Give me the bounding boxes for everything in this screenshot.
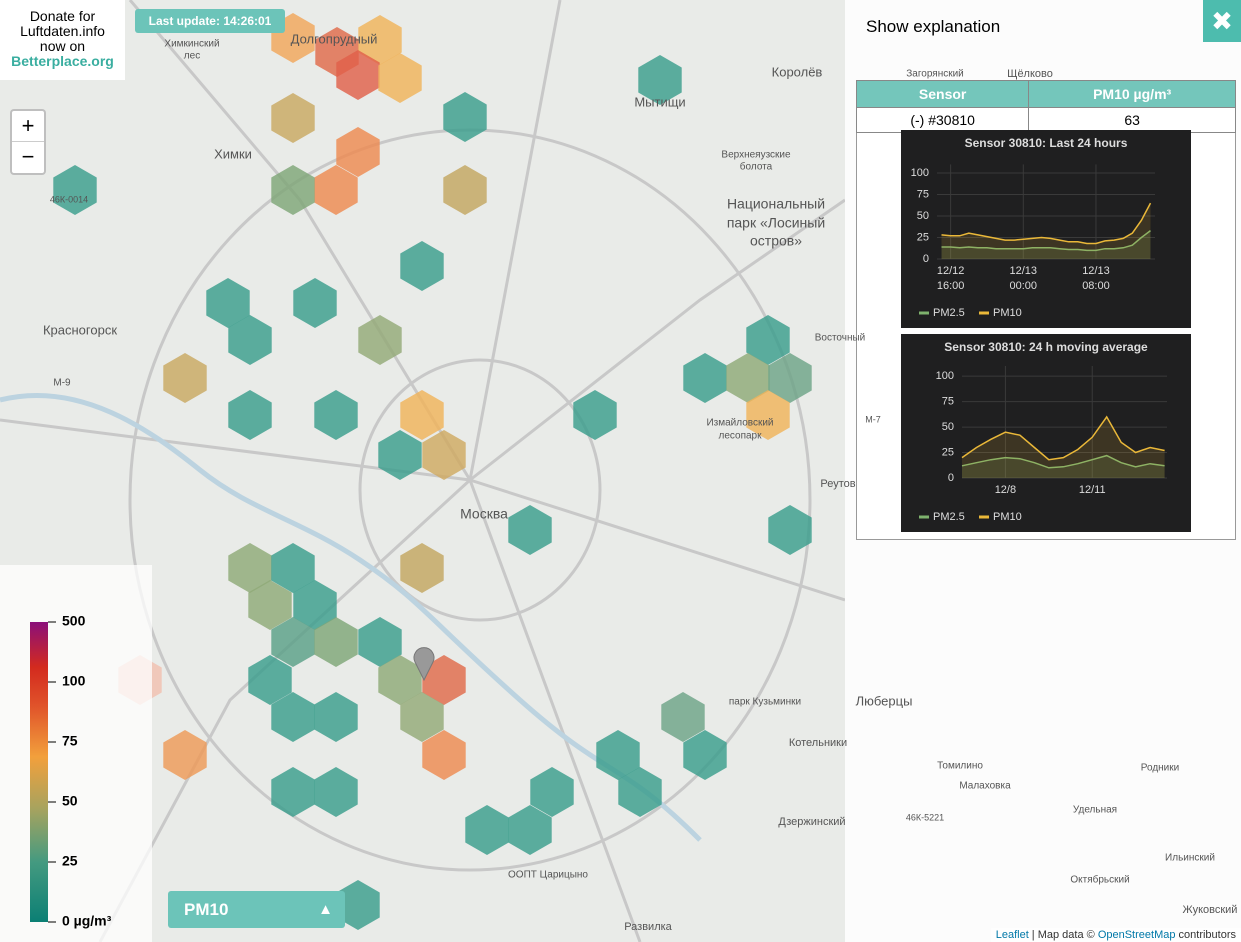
legend-label: 100 — [62, 673, 86, 689]
sensor-hexagon — [422, 730, 466, 780]
sensor-hexagon — [573, 390, 617, 440]
zoom-out[interactable]: − — [21, 144, 35, 169]
sensor-hexagon — [443, 165, 487, 215]
sensor-hexagon — [508, 805, 552, 855]
legend-bar — [30, 622, 48, 922]
sensor-hexagon — [661, 692, 705, 742]
sensor-hexagon — [422, 430, 466, 480]
zoom-in[interactable]: + — [12, 111, 44, 142]
sensor-hexagon — [248, 655, 292, 705]
sensor-hexagon — [746, 390, 790, 440]
sensor-hexagon — [465, 805, 509, 855]
sensor-hexagon — [422, 655, 466, 705]
sensor-hexagon — [638, 55, 682, 105]
close-button[interactable]: ✖ — [1203, 0, 1241, 42]
table-header: Sensor — [855, 80, 1030, 108]
sensor-hexagon — [163, 730, 207, 780]
last-update: Last update: 14:26:01 — [135, 9, 285, 33]
leaflet-link[interactable]: Leaflet — [995, 929, 1029, 941]
sensor-hexagon — [271, 543, 315, 593]
sensor-hexagon — [746, 315, 790, 365]
sensor-hexagon — [228, 543, 272, 593]
sensor-hexagon — [293, 580, 337, 630]
sensor-hexagon — [768, 505, 812, 555]
sensor-hexagon — [683, 730, 727, 780]
sensor-hexagon — [530, 767, 574, 817]
legend-label: 0 µg/m³ — [62, 913, 112, 929]
osm-link[interactable]: OpenStreetMap — [1097, 929, 1176, 941]
sensor-hexagon — [336, 880, 380, 930]
sensor-hexagon — [358, 15, 402, 65]
donate-text: Luftdaten.info — [20, 23, 105, 39]
show-explanation[interactable]: Show explanation — [866, 17, 1001, 36]
sensor-hexagon — [358, 617, 402, 667]
sensor-hexagon — [314, 692, 358, 742]
sensor-hexagon — [228, 315, 272, 365]
sensor-hexagon — [293, 278, 337, 328]
sensor-hexagon — [618, 767, 662, 817]
legend-label: 25 — [62, 853, 78, 869]
sensor-hexagon — [596, 730, 640, 780]
river — [0, 393, 702, 842]
selector-label: PM10 — [184, 900, 229, 919]
donate-link[interactable]: Betterplace.org — [11, 53, 114, 69]
legend-label: 50 — [62, 793, 78, 809]
attr-text: contributors — [1175, 929, 1236, 941]
sensor-hexagon — [400, 692, 444, 742]
sensor-hexagon — [228, 390, 272, 440]
sensor-table: Sensor PM10 µg/m³ (-) #30810 63 — [855, 80, 1236, 133]
zoom-control: + − — [10, 109, 46, 175]
sensor-hexagon — [314, 767, 358, 817]
sensor-hexagon — [336, 50, 380, 100]
sensor-hexagon — [508, 505, 552, 555]
map: 500 100 75 50 25 0 µg/m³ — [0, 0, 845, 942]
sensor-hexagon — [271, 165, 315, 215]
sensor-hexagon — [400, 241, 444, 291]
pm-selector[interactable]: PM10 ▲ — [168, 891, 345, 928]
legend-label: 75 — [62, 733, 78, 749]
table-header: PM10 µg/m³ — [1028, 80, 1236, 108]
table-cell[interactable]: (-) #30810 — [855, 107, 1030, 133]
sensor-hexagon — [726, 353, 770, 403]
sensor-hexagon — [400, 390, 444, 440]
donate-box[interactable]: Donate for Luftdaten.info now on Betterplac… — [0, 0, 125, 80]
sensor-hexagon — [768, 353, 812, 403]
attribution: Leaflet | Map data © OpenStreetMap contr… — [990, 928, 1241, 942]
sensor-hexagon — [248, 580, 292, 630]
sensor-hexagon — [314, 617, 358, 667]
sensor-hexagon — [378, 430, 422, 480]
table-cell: 63 — [1028, 107, 1236, 133]
legend-panel — [0, 565, 152, 942]
donate-text: now on — [39, 38, 86, 54]
donate-text: Donate for — [29, 8, 96, 24]
sensor-hexagon — [271, 617, 315, 667]
sensor-hexagon — [683, 353, 727, 403]
location-pin — [413, 647, 435, 682]
sensor-box — [856, 80, 1236, 540]
legend-label: 500 — [62, 613, 86, 629]
sensor-hexagon — [443, 92, 487, 142]
attr-text: | Map data © — [1028, 929, 1098, 941]
sensor-hexagon — [271, 93, 315, 143]
sensor-hexagon — [378, 655, 422, 705]
sensor-hexagon — [314, 390, 358, 440]
sensor-hexagon — [400, 543, 444, 593]
sensor-hexagon — [336, 127, 380, 177]
sensor-hexagon — [314, 165, 358, 215]
sensor-hexagon — [358, 315, 402, 365]
sensor-hexagon — [378, 53, 422, 103]
sensor-hexagon — [271, 767, 315, 817]
sensor-hexagon — [271, 692, 315, 742]
sensor-hexagon — [53, 165, 97, 215]
sensor-hexagon — [206, 278, 250, 328]
sensor-hexagon — [163, 353, 207, 403]
selector-arrow: ▲ — [318, 901, 333, 918]
